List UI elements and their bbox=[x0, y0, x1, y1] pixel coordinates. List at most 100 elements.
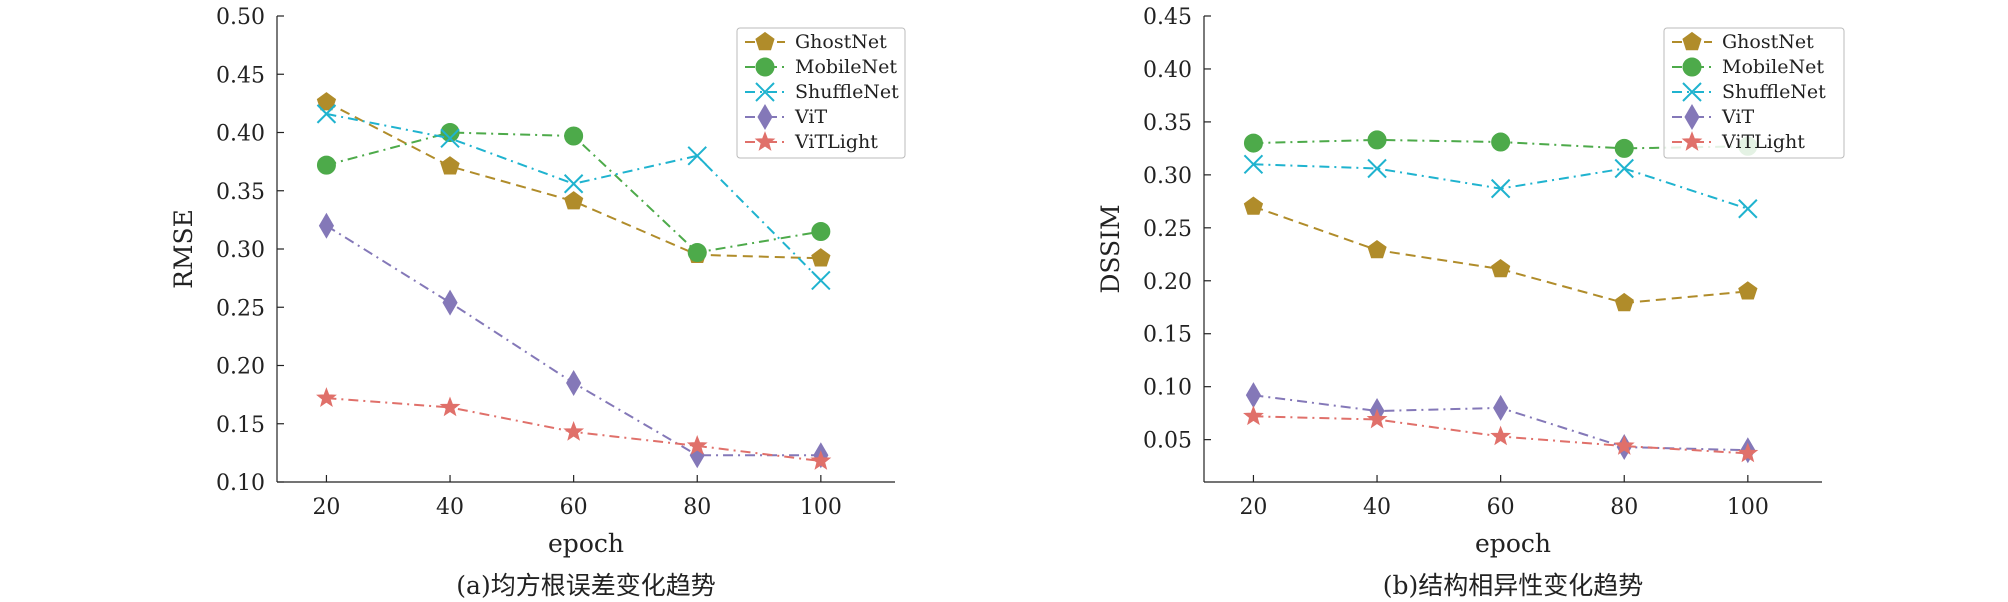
data-point bbox=[439, 396, 461, 417]
data-point bbox=[687, 146, 707, 166]
data-point bbox=[1613, 435, 1635, 455]
y-tick-label: 0.10 bbox=[1143, 376, 1192, 401]
legend-marker bbox=[1681, 131, 1703, 151]
y-tick-label: 0.45 bbox=[1143, 5, 1192, 30]
legend-label: ViTLight bbox=[1721, 131, 1805, 153]
y-tick-label: 0.25 bbox=[1143, 217, 1192, 242]
legend-label: ViTLight bbox=[794, 131, 878, 153]
legend-label: MobileNet bbox=[795, 56, 897, 78]
series-line bbox=[1253, 163, 1749, 210]
data-point bbox=[318, 212, 335, 239]
y-tick-label: 0.30 bbox=[1143, 164, 1192, 189]
legend-marker bbox=[754, 131, 776, 151]
y-tick-label: 0.50 bbox=[216, 5, 265, 30]
x-tick-label: 80 bbox=[1610, 495, 1638, 520]
data-point bbox=[1614, 158, 1634, 179]
y-tick-label: 0.15 bbox=[216, 413, 265, 438]
legend-box bbox=[1663, 27, 1845, 159]
x-tick-label: 100 bbox=[1727, 495, 1769, 520]
x-tick-label: 40 bbox=[436, 495, 464, 520]
x-tick-label: 20 bbox=[1239, 495, 1267, 520]
y-tick-label: 0.20 bbox=[1143, 270, 1192, 295]
data-point bbox=[440, 156, 460, 175]
y-tick-label: 0.40 bbox=[1143, 58, 1192, 83]
legend-label: GhostNet bbox=[795, 31, 887, 53]
data-point bbox=[442, 289, 458, 316]
legend-marker bbox=[1682, 82, 1702, 102]
data-point bbox=[316, 92, 337, 111]
data-point bbox=[563, 420, 585, 441]
data-point bbox=[1367, 239, 1387, 259]
data-point bbox=[316, 387, 337, 407]
data-point bbox=[566, 369, 582, 396]
y-tick-label: 0.30 bbox=[216, 238, 265, 263]
x-tick-label: 60 bbox=[1487, 495, 1515, 520]
series-line bbox=[1253, 205, 1748, 305]
series-line bbox=[325, 224, 821, 457]
legend-box bbox=[736, 27, 906, 159]
data-point bbox=[1738, 281, 1758, 300]
data-point bbox=[1738, 199, 1758, 219]
legend-label: ShuffleNet bbox=[795, 81, 899, 103]
legend-label: GhostNet bbox=[1722, 31, 1814, 53]
data-point bbox=[1245, 382, 1262, 409]
data-point bbox=[1366, 408, 1388, 429]
legend: GhostNet MobileNet ShuffleNet ViT ViTLight bbox=[736, 27, 906, 159]
data-point bbox=[563, 174, 584, 194]
legend-marker bbox=[755, 57, 775, 77]
series-vit bbox=[1245, 382, 1756, 464]
legend-marker bbox=[755, 82, 775, 102]
data-point bbox=[1243, 154, 1264, 174]
legend: GhostNet MobileNet ShuffleNet ViT ViTLight bbox=[1663, 27, 1845, 159]
data-point bbox=[1491, 132, 1511, 152]
y-tick-label: 0.05 bbox=[1143, 429, 1192, 454]
y-tick-label: 0.35 bbox=[216, 180, 265, 205]
series-ghostnet bbox=[1243, 196, 1758, 312]
y-tick-label: 0.25 bbox=[216, 296, 265, 321]
x-tick-label: 80 bbox=[683, 495, 711, 520]
data-point bbox=[811, 222, 831, 242]
data-point bbox=[687, 242, 707, 262]
legend-label: MobileNet bbox=[1722, 56, 1824, 78]
x-tick-label: 100 bbox=[800, 495, 842, 520]
data-point bbox=[316, 104, 337, 124]
data-point bbox=[1491, 258, 1511, 278]
data-point bbox=[316, 155, 336, 175]
series-shufflenet bbox=[316, 104, 831, 291]
data-point bbox=[1614, 292, 1634, 312]
data-point bbox=[811, 270, 831, 291]
data-point bbox=[1367, 130, 1387, 150]
data-point bbox=[1737, 442, 1759, 463]
series-vit bbox=[318, 212, 829, 469]
legend-marker bbox=[1682, 31, 1702, 51]
data-point bbox=[1243, 133, 1263, 153]
panel-rmse: 0.10 0.15 0.20 0.25 0.30 0.35 0.40 0.45 0.50 20 40… bbox=[169, 5, 906, 600]
legend-marker bbox=[1682, 57, 1702, 77]
panel-caption: (a)均方根误差变化趋势 bbox=[456, 571, 715, 600]
series-vitlight bbox=[1243, 405, 1759, 463]
series-shufflenet bbox=[1243, 154, 1758, 219]
panel-dssim: 0.05 0.10 0.15 0.20 0.25 0.30 0.35 0.40 0.45 20 40… bbox=[1096, 5, 1845, 600]
data-point bbox=[1243, 405, 1264, 426]
x-tick-label: 60 bbox=[560, 495, 588, 520]
data-point bbox=[440, 123, 460, 142]
data-point bbox=[564, 191, 584, 210]
legend-marker bbox=[1684, 104, 1700, 130]
y-axis-label: DSSIM bbox=[1096, 204, 1125, 293]
data-point bbox=[686, 434, 708, 455]
data-point bbox=[1243, 196, 1264, 215]
series-mobilenet bbox=[316, 123, 831, 262]
x-axis-label: epoch bbox=[1475, 529, 1551, 558]
data-point bbox=[1490, 178, 1511, 199]
data-point bbox=[1367, 158, 1387, 179]
x-axis-label: epoch bbox=[548, 529, 624, 558]
legend-label: ShuffleNet bbox=[1722, 81, 1826, 103]
y-tick-label: 0.15 bbox=[1143, 323, 1192, 348]
legend-marker bbox=[755, 31, 775, 51]
x-tick-label: 40 bbox=[1363, 495, 1391, 520]
legend-label: ViT bbox=[794, 106, 827, 128]
data-point bbox=[1614, 138, 1634, 158]
legend-marker bbox=[757, 104, 773, 130]
panel-caption: (b)结构相异性变化趋势 bbox=[1383, 571, 1644, 600]
